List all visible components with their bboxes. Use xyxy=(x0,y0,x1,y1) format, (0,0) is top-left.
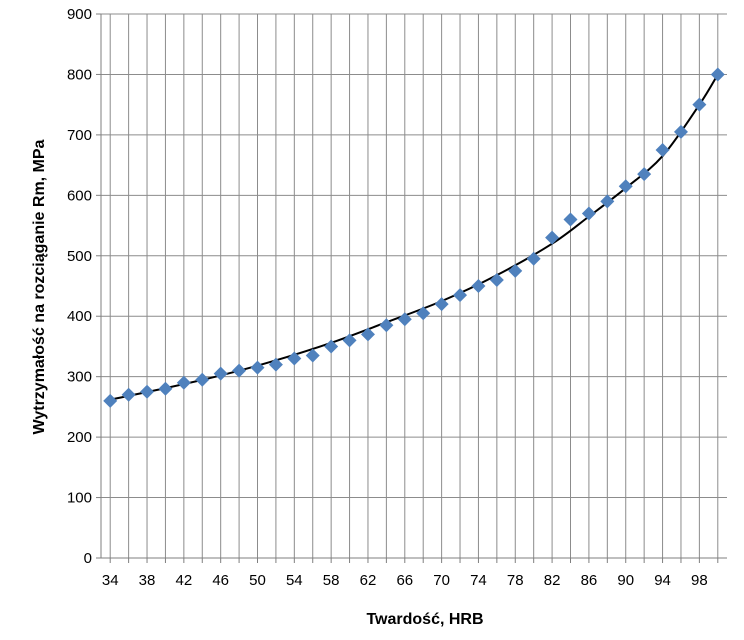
y-tick-label: 200 xyxy=(67,429,92,446)
x-tick-label: 94 xyxy=(654,572,671,589)
data-point xyxy=(508,263,523,278)
data-point xyxy=(471,279,486,293)
x-tick-label: 42 xyxy=(176,572,193,589)
data-point xyxy=(176,375,191,390)
data-point xyxy=(434,297,449,312)
y-tick-label: 300 xyxy=(67,369,92,386)
data-point xyxy=(600,194,615,209)
data-point xyxy=(342,333,357,348)
x-tick-label: 50 xyxy=(249,572,266,589)
data-point xyxy=(268,357,283,372)
data-point xyxy=(250,360,265,375)
x-tick-label: 98 xyxy=(691,572,708,589)
x-tick-label: 70 xyxy=(433,572,450,589)
y-tick-label: 500 xyxy=(67,248,92,265)
x-tick-label: 74 xyxy=(470,572,487,589)
x-tick-label: 86 xyxy=(581,572,598,589)
data-point xyxy=(213,366,228,381)
data-point xyxy=(416,306,431,321)
data-point xyxy=(637,167,652,182)
data-point xyxy=(526,251,541,266)
x-tick-label: 66 xyxy=(396,572,413,589)
data-point xyxy=(453,288,468,303)
data-point xyxy=(324,339,339,354)
x-tick-label: 34 xyxy=(102,572,119,589)
data-point xyxy=(618,179,633,194)
data-point xyxy=(710,67,725,82)
data-point xyxy=(232,363,247,378)
y-tick-label: 600 xyxy=(67,187,92,204)
data-points xyxy=(103,67,725,408)
data-point xyxy=(360,327,375,342)
data-point xyxy=(655,143,670,157)
x-tick-label: 90 xyxy=(617,572,634,589)
trendline xyxy=(110,73,719,401)
data-point xyxy=(563,212,578,227)
y-axis-title: Wytrzymałość na rozciąganie Rm, MPa xyxy=(31,139,48,434)
data-point xyxy=(195,372,210,387)
data-point xyxy=(489,272,504,287)
data-point xyxy=(545,230,560,245)
data-point xyxy=(121,387,136,402)
y-tick-label: 700 xyxy=(67,127,92,144)
x-tick-label: 78 xyxy=(507,572,524,589)
data-point xyxy=(158,381,173,396)
data-point xyxy=(287,351,302,366)
data-point xyxy=(692,97,707,112)
tick-labels: 0 100 200 300 400 500 600 700 800 900 34 38 42 46 50 54… xyxy=(67,6,708,589)
y-tick-label: 100 xyxy=(67,490,92,507)
data-point xyxy=(397,312,412,327)
y-tick-label: 900 xyxy=(67,6,92,23)
trendline-group xyxy=(110,73,719,401)
data-point xyxy=(379,318,394,333)
y-tick-label: 800 xyxy=(67,66,92,83)
x-tick-label: 58 xyxy=(323,572,340,589)
axes xyxy=(96,13,727,563)
x-axis-title: Twardość, HRB xyxy=(366,611,483,628)
data-point xyxy=(305,348,320,363)
x-tick-label: 82 xyxy=(544,572,561,589)
y-tick-label: 400 xyxy=(67,308,92,325)
x-tick-label: 46 xyxy=(212,572,229,589)
x-tick-label: 38 xyxy=(139,572,156,589)
grid xyxy=(101,13,727,558)
data-point xyxy=(673,124,688,139)
x-tick-label: 62 xyxy=(360,572,377,589)
data-point xyxy=(140,384,155,399)
x-tick-label: 54 xyxy=(286,572,303,589)
y-tick-label: 0 xyxy=(84,550,92,567)
data-point xyxy=(581,206,596,221)
data-point xyxy=(103,393,118,408)
